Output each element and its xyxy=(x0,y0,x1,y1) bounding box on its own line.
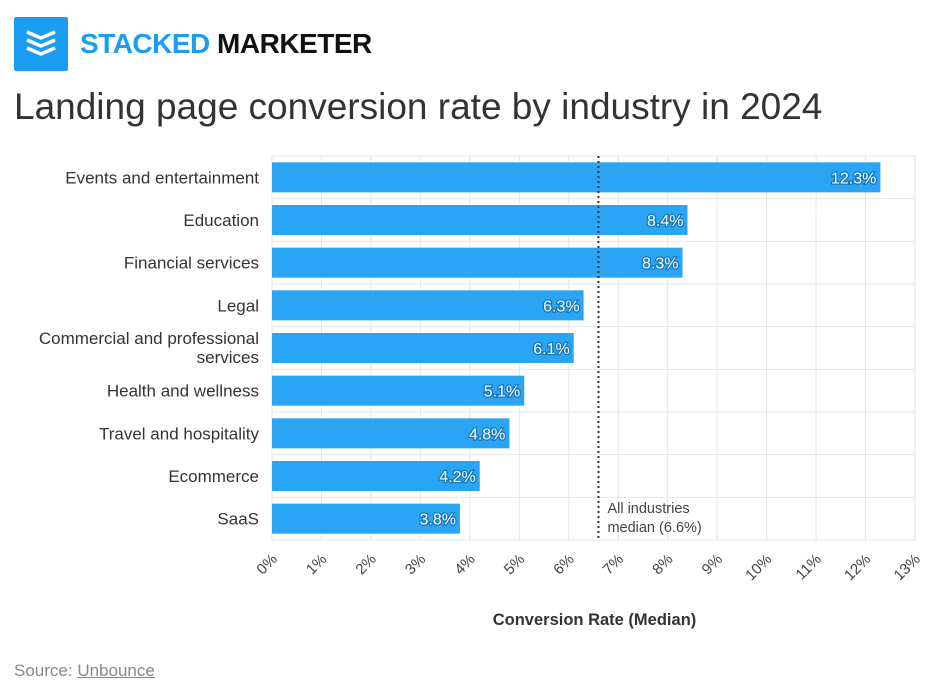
bar-chart: 0% 1% 2% 3% 4% 5% 6% 7% 8% 9% 10% 11% 12% 13% 12.3% Eve… xyxy=(39,155,924,629)
x-tick-label: 9% xyxy=(699,551,726,578)
chart-title: Landing page conversion rate by industry… xyxy=(14,86,823,127)
data-label: 12.3% xyxy=(831,170,876,187)
x-tick-label: 5% xyxy=(501,551,528,578)
data-label: 6.1% xyxy=(533,341,569,358)
data-label: 6.3% xyxy=(543,298,579,315)
bar xyxy=(272,503,460,534)
source-link[interactable]: Unbounce xyxy=(77,661,155,680)
data-label: 4.2% xyxy=(439,469,475,486)
bar xyxy=(272,333,574,363)
stacked-layers-icon xyxy=(14,17,68,71)
x-tick-label: 6% xyxy=(550,551,577,578)
bar xyxy=(272,290,584,321)
brand-name-accent: STACKED xyxy=(80,28,210,59)
category-label: Events and entertainment xyxy=(65,168,259,187)
x-tick-label: 11% xyxy=(792,551,824,583)
bar xyxy=(272,375,525,406)
category-label: Legal xyxy=(217,296,259,315)
data-label: 5.1% xyxy=(484,384,520,401)
bar xyxy=(272,205,688,235)
x-tick-label: 8% xyxy=(649,551,676,578)
x-tick-label: 7% xyxy=(600,551,627,578)
category-label: Education xyxy=(183,211,259,230)
category-label: Health and wellness xyxy=(107,382,259,401)
x-tick-label: 1% xyxy=(303,551,330,578)
category-label: Travel and hospitality xyxy=(99,424,260,443)
data-label: 3.8% xyxy=(419,512,455,529)
category-label: Commercial and professional services xyxy=(39,329,259,367)
data-label: 8.4% xyxy=(647,213,683,230)
bar xyxy=(272,461,480,491)
median-label: All industries median (6.6%) xyxy=(607,501,701,536)
brand-name: STACKED MARKETER xyxy=(80,28,372,60)
brand-name-main: MARKETER xyxy=(217,28,372,59)
x-axis-label: Conversion Rate (Median) xyxy=(493,611,697,629)
category-label: SaaS xyxy=(217,510,259,529)
x-tick-label: 0% xyxy=(253,551,280,578)
source-note: Source: Unbounce xyxy=(14,661,155,681)
x-tick-label: 3% xyxy=(402,551,429,578)
x-tick-label: 12% xyxy=(841,551,874,584)
source-prefix: Source: xyxy=(14,661,78,680)
brand: STACKED MARKETER xyxy=(14,17,372,71)
bar xyxy=(272,247,683,278)
x-tick-label: 4% xyxy=(451,551,478,578)
category-label: Financial services xyxy=(124,254,259,273)
data-label: 4.8% xyxy=(469,426,505,443)
bar xyxy=(272,162,881,193)
category-label: Ecommerce xyxy=(168,467,259,486)
x-tick-label: 13% xyxy=(891,551,924,584)
bar xyxy=(272,418,510,449)
x-tick-label: 2% xyxy=(352,551,379,578)
data-label: 8.3% xyxy=(642,256,678,273)
x-tick-label: 10% xyxy=(742,551,775,584)
